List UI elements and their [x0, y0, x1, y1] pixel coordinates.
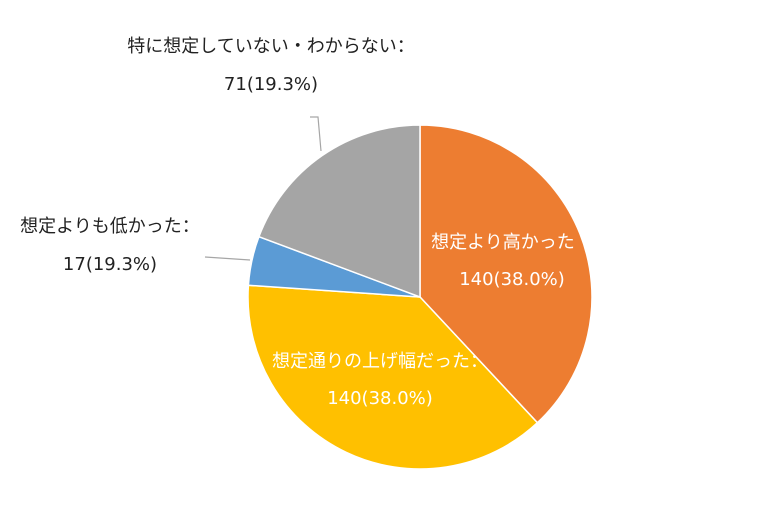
slice-value-higher: 140(38.0%)	[459, 269, 565, 290]
slice-label-lower: 想定よりも低かった：	[20, 216, 200, 237]
slice-label-higher: 想定より高かった	[431, 232, 575, 253]
slice-higher	[419, 124, 593, 424]
leader-lines	[204, 116, 322, 261]
slice-value-unknown: 71(19.3%)	[224, 74, 318, 95]
slice-as-expected	[247, 284, 539, 470]
slice-value-lower: 17(19.3%)	[63, 254, 157, 275]
pie-slices	[247, 124, 593, 470]
leader-line-lower	[204, 256, 251, 261]
leader-line-unknown	[310, 116, 322, 152]
slice-unknown	[257, 124, 421, 299]
slice-value-as-expected: 140(38.0%)	[327, 388, 433, 409]
slice-label-unknown: 特に想定していない・わからない：	[127, 36, 414, 57]
slice-label-as-expected: 想定通りの上げ幅だった：	[272, 351, 488, 372]
